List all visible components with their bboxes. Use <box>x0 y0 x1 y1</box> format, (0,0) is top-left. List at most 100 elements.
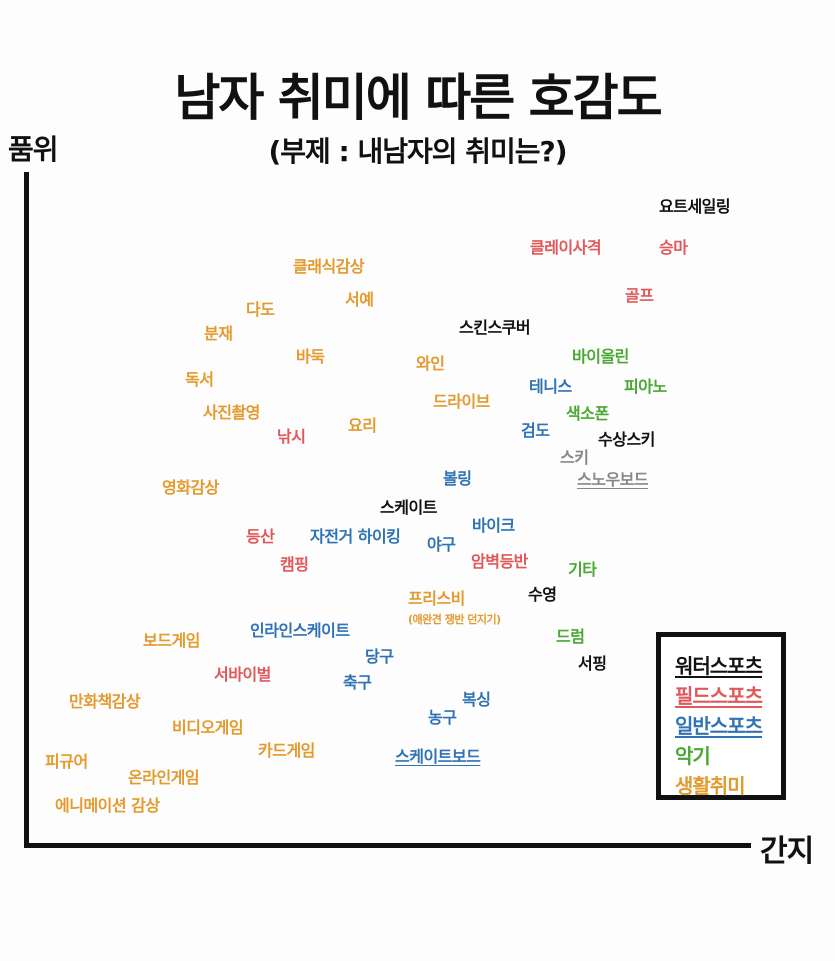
data-point-label: 기타 <box>568 556 597 580</box>
data-point-label: 요리 <box>348 412 377 436</box>
data-point-text: 피아노 <box>624 377 667 396</box>
chart-subtitle: (부제 : 내남자의 취미는?) <box>268 135 567 168</box>
x-axis-label: 간지 <box>760 834 814 869</box>
data-point-text: 수영 <box>528 585 557 604</box>
data-point-label: 복싱 <box>462 686 491 710</box>
data-point-text: 인라인스케이트 <box>250 621 350 640</box>
data-point-label: 독서 <box>185 366 214 390</box>
data-point-label: 스케이트보드 <box>395 743 481 767</box>
data-point-text: 피규어 <box>45 752 88 771</box>
data-point-text: 스킨스쿠버 <box>459 318 531 337</box>
data-point-label: 서예 <box>345 286 374 310</box>
data-point-text: 비디오게임 <box>172 718 244 737</box>
data-point-text: 낚시 <box>277 427 306 446</box>
data-point-text: 스노우보드 <box>577 470 649 489</box>
y-axis-line <box>24 172 29 848</box>
data-point-label: 수상스키 <box>598 426 655 450</box>
y-axis-label: 품위 <box>8 133 59 166</box>
data-point-label: 검도 <box>521 417 550 441</box>
data-point-label: 축구 <box>343 669 372 693</box>
data-point-text: 와인 <box>416 354 445 373</box>
data-point-label: 낚시 <box>277 423 306 447</box>
data-point-label: 스노우보드 <box>577 466 649 490</box>
data-point-label: 골프 <box>625 282 654 306</box>
data-point-label: 승마 <box>659 234 688 258</box>
data-point-label: 바둑 <box>296 343 325 367</box>
data-point-text: 온라인게임 <box>128 768 200 787</box>
data-point-label: 야구 <box>427 531 456 555</box>
data-point-text: 검도 <box>521 421 550 440</box>
data-point-label: 바이크 <box>472 512 515 536</box>
data-point-text: 축구 <box>343 673 372 692</box>
legend-item-water-sports: 워터스포츠 <box>675 654 763 678</box>
data-point-label: 클래식감상 <box>293 253 365 277</box>
data-point-label: 보드게임 <box>143 627 200 651</box>
data-point-label: 색소폰 <box>566 400 609 424</box>
data-point-label: 피아노 <box>624 373 667 397</box>
data-point-text: 수상스키 <box>598 430 655 449</box>
data-point-text: 클레이사격 <box>530 238 602 257</box>
data-point-label: 농구 <box>428 704 457 728</box>
data-point-text: 복싱 <box>462 690 491 709</box>
data-point-label: 와인 <box>416 350 445 374</box>
data-point-label: 바이올린 <box>572 343 629 367</box>
data-point-text: 클래식감상 <box>293 257 365 276</box>
data-point-subtext: (애완견 쟁반 던지기) <box>408 613 501 626</box>
data-point-text: 서핑 <box>578 654 607 673</box>
legend-item-instruments: 악기 <box>675 744 711 768</box>
data-point-text: 농구 <box>428 708 457 727</box>
legend: 워터스포츠 필드스포츠 일반스포츠 악기 생활취미 <box>656 632 786 800</box>
data-point-text: 테니스 <box>529 377 572 396</box>
data-point-label: 온라인게임 <box>128 764 200 788</box>
data-point-label: 카드게임 <box>258 737 315 761</box>
data-point-text: 보드게임 <box>143 631 200 650</box>
data-point-text: 다도 <box>246 300 275 319</box>
data-point-text: 캠핑 <box>280 555 309 574</box>
data-point-label: 서바이벌 <box>214 661 271 685</box>
data-point-text: 볼링 <box>443 469 472 488</box>
data-point-text: 드럼 <box>556 627 585 646</box>
data-point-label: 당구 <box>365 643 394 667</box>
data-point-text: 스케이트 <box>380 498 437 517</box>
data-point-text: 승마 <box>659 238 688 257</box>
data-point-label: 사진촬영 <box>203 399 260 423</box>
data-point-label: 암벽등반 <box>471 548 528 572</box>
data-point-text: 스키 <box>560 448 589 467</box>
data-point-text: 독서 <box>185 370 214 389</box>
data-point-text: 요리 <box>348 416 377 435</box>
data-point-label: 테니스 <box>529 373 572 397</box>
data-point-text: 드라이브 <box>433 392 490 411</box>
data-point-text: 당구 <box>365 647 394 666</box>
data-point-text: 에니메이션 감상 <box>55 796 160 815</box>
chart-title: 남자 취미에 따른 호감도 <box>174 69 662 127</box>
data-point-text: 바이크 <box>472 516 515 535</box>
legend-item-general-sports: 일반스포츠 <box>675 714 763 738</box>
legend-item-daily-hobbies: 생활취미 <box>675 774 746 798</box>
data-point-label: 프리스비 (애완견 쟁반 던지기) <box>408 585 501 627</box>
data-point-text: 색소폰 <box>566 404 609 423</box>
legend-item-field-sports: 필드스포츠 <box>675 684 763 708</box>
data-point-text: 암벽등반 <box>471 552 528 571</box>
x-axis-line <box>24 843 751 848</box>
data-point-text: 서바이벌 <box>214 665 271 684</box>
data-point-text: 카드게임 <box>258 741 315 760</box>
data-point-text: 사진촬영 <box>203 403 260 422</box>
data-point-text: 분재 <box>204 324 233 343</box>
data-point-label: 등산 <box>246 523 275 547</box>
data-point-text: 골프 <box>625 286 654 305</box>
data-point-text: 요트세일링 <box>659 197 731 216</box>
data-point-label: 분재 <box>204 320 233 344</box>
data-point-label: 서핑 <box>578 650 607 674</box>
data-point-label: 스케이트 <box>380 494 437 518</box>
data-point-label: 스키 <box>560 444 589 468</box>
data-point-label: 클레이사격 <box>530 234 602 258</box>
data-point-label: 자전거 하이킹 <box>310 523 401 547</box>
data-point-label: 피규어 <box>45 748 88 772</box>
data-point-label: 스킨스쿠버 <box>459 314 531 338</box>
data-point-text: 바이올린 <box>572 347 629 366</box>
data-point-text: 프리스비 <box>408 589 465 608</box>
data-point-label: 만화책감상 <box>69 688 141 712</box>
data-point-label: 다도 <box>246 296 275 320</box>
data-point-label: 비디오게임 <box>172 714 244 738</box>
data-point-text: 기타 <box>568 560 597 579</box>
